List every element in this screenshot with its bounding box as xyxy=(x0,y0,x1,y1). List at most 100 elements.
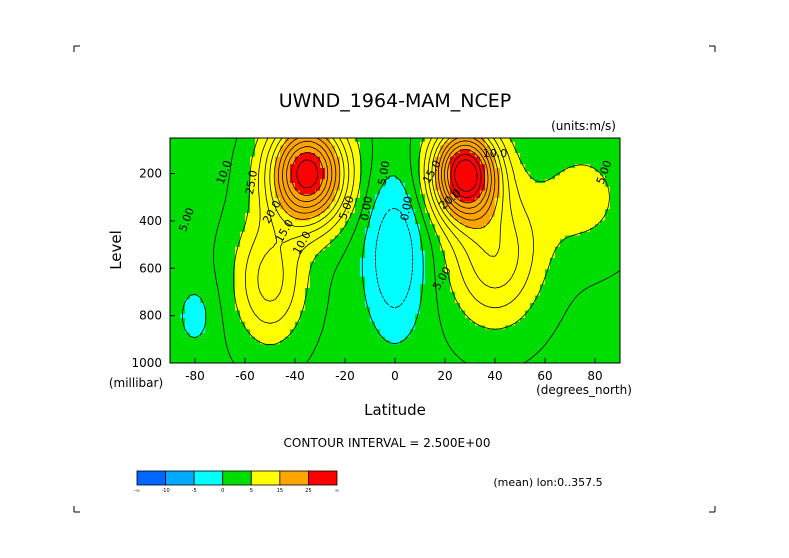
fill-cell xyxy=(275,280,281,285)
fill-cell xyxy=(530,261,536,267)
fill-cell xyxy=(545,276,551,282)
fill-cell xyxy=(495,164,501,169)
fill-cell xyxy=(315,261,321,267)
fill-cell xyxy=(325,228,331,233)
fill-cell xyxy=(285,246,291,252)
fill-cell xyxy=(200,201,206,207)
fill-cell xyxy=(535,228,541,233)
fill-cell xyxy=(500,299,506,304)
fill-cell xyxy=(205,149,211,154)
fill-cell xyxy=(610,201,616,207)
fill-cell xyxy=(245,303,251,308)
fill-cell xyxy=(310,175,316,180)
fill-cell xyxy=(365,179,371,184)
fill-cell xyxy=(400,175,406,180)
fill-cell xyxy=(170,205,176,210)
fill-cell xyxy=(205,138,211,143)
fill-cell xyxy=(290,138,296,143)
fill-cell xyxy=(210,138,216,143)
fill-cell xyxy=(210,149,216,154)
fill-cell xyxy=(555,299,561,304)
fill-cell xyxy=(215,306,221,312)
fill-cell xyxy=(220,213,226,218)
fill-cell xyxy=(410,156,416,162)
fill-cell xyxy=(330,246,336,252)
fill-cell xyxy=(210,333,216,338)
fill-cell xyxy=(190,228,196,233)
fill-cell xyxy=(300,220,306,225)
fill-cell xyxy=(345,288,351,293)
fill-cell xyxy=(300,261,306,267)
fill-cell xyxy=(220,280,226,285)
fill-cell xyxy=(425,224,431,229)
fill-cell xyxy=(280,254,286,259)
fill-cell xyxy=(250,333,256,338)
fill-cell xyxy=(510,183,516,188)
fill-cell xyxy=(235,254,241,259)
fill-cell xyxy=(530,333,536,338)
fill-cell xyxy=(310,250,316,255)
fill-cell xyxy=(435,216,441,222)
fill-cell xyxy=(405,333,411,338)
fill-cell xyxy=(610,321,616,327)
fill-cell xyxy=(180,216,186,222)
fill-cell xyxy=(355,160,361,165)
fill-cell xyxy=(175,183,181,188)
fill-cell xyxy=(470,310,476,315)
fill-cell xyxy=(220,265,226,270)
fill-cell xyxy=(585,265,591,270)
fill-cell xyxy=(450,156,456,162)
fill-cell xyxy=(405,168,411,173)
fill-cell xyxy=(600,295,606,300)
fill-cell xyxy=(550,198,556,203)
fill-cell xyxy=(355,250,361,255)
fill-cell xyxy=(485,333,491,338)
fill-cell xyxy=(350,145,356,150)
fill-cell xyxy=(435,333,441,338)
fill-cell xyxy=(365,344,371,349)
fill-cell xyxy=(540,333,546,338)
fill-cell xyxy=(595,291,601,297)
fill-cell xyxy=(265,220,271,225)
fill-cell xyxy=(330,314,336,319)
fill-cell xyxy=(570,250,576,255)
fill-cell xyxy=(495,310,501,315)
fill-cell xyxy=(590,284,596,289)
fill-cell xyxy=(235,303,241,308)
fill-cell xyxy=(460,314,466,319)
fill-cell xyxy=(325,246,331,252)
fill-cell xyxy=(305,149,311,154)
fill-cell xyxy=(370,239,376,244)
fill-cell xyxy=(280,183,286,188)
fill-cell xyxy=(535,141,541,147)
fill-cell xyxy=(265,235,271,240)
fill-cell xyxy=(335,333,341,338)
fill-cell xyxy=(300,344,306,349)
fill-cell xyxy=(295,333,301,338)
fill-cell xyxy=(230,336,236,342)
fill-cell xyxy=(170,288,176,293)
fill-cell xyxy=(285,261,291,267)
fill-cell xyxy=(360,198,366,203)
fill-cell xyxy=(560,303,566,308)
fill-cell xyxy=(390,194,396,199)
fill-cell xyxy=(450,273,456,278)
fill-cell xyxy=(435,273,441,278)
fill-cell xyxy=(395,224,401,229)
fill-cell xyxy=(575,239,581,244)
fill-cell xyxy=(435,138,441,143)
fill-cell xyxy=(615,336,620,342)
fill-cell xyxy=(420,310,426,315)
fill-cell xyxy=(225,228,231,233)
fill-cell xyxy=(330,288,336,293)
fill-cell xyxy=(275,231,281,237)
fill-cell xyxy=(420,235,426,240)
fill-cell xyxy=(230,205,236,210)
fill-cell xyxy=(440,254,446,259)
fill-cell xyxy=(390,261,396,267)
fill-cell xyxy=(170,333,176,338)
fill-cell xyxy=(305,228,311,233)
fill-cell xyxy=(415,183,421,188)
fill-cell xyxy=(170,231,176,237)
fill-cell xyxy=(180,325,186,330)
